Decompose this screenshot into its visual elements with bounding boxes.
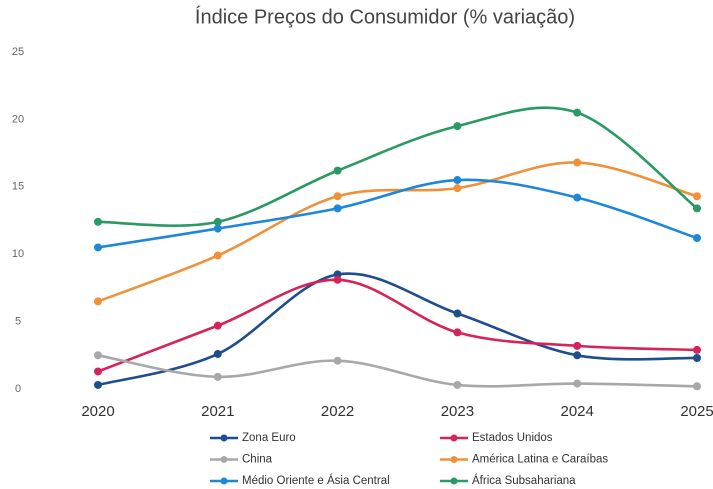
data-point [453,328,462,337]
legend-marker [220,477,228,485]
x-tick-label: 2023 [441,403,474,420]
legend-marker [450,434,458,442]
data-point [573,108,582,117]
series-line [97,272,698,387]
x-tick-label: 2024 [561,403,594,420]
legend-label: China [242,454,273,466]
data-point [453,184,462,193]
data-point [333,204,342,213]
data-point [94,351,102,360]
series-line [97,161,698,303]
chart-title: Índice Preços do Consumidor (% variação) [195,5,575,28]
y-tick-label: 5 [15,316,21,328]
data-point [213,217,222,226]
x-tick-label: 2021 [201,403,234,420]
y-tick-label: 15 [12,181,24,193]
x-tick-label: 2022 [321,403,354,420]
data-point [693,234,701,243]
legend-label: Médio Oriente e Ásia Central [242,474,390,487]
legend-marker [450,456,458,463]
series-line [97,106,698,227]
y-tick-label: 0 [15,383,21,395]
data-point [453,122,462,131]
data-point [453,309,462,318]
data-point [213,349,222,358]
legend-label: Zona Euro [242,432,296,444]
data-point [213,372,222,381]
data-point [453,176,462,185]
series-line [97,354,698,388]
data-point [333,275,342,284]
data-point [573,341,582,350]
data-point [333,166,342,175]
legend-label: América Latina e Caraíbas [472,454,608,466]
legend-label: África Subsahariana [472,474,576,487]
data-point [693,192,701,201]
y-tick-label: 25 [12,46,24,58]
series-line [97,278,698,373]
x-tick-label: 2025 [680,403,713,420]
data-point [573,351,582,360]
data-point [693,204,701,213]
data-point [94,217,102,226]
data-point [693,353,701,362]
data-point [213,251,222,260]
data-point [213,224,222,233]
legend-marker [450,477,458,485]
data-point [213,321,222,330]
data-point [573,193,582,202]
data-point [453,380,462,389]
y-tick-label: 20 [12,113,24,125]
legend-marker [220,456,228,463]
data-point [693,345,701,354]
data-point [573,158,582,167]
data-point [573,379,582,388]
y-tick-label: 10 [12,248,24,260]
data-point [693,382,701,391]
data-point [94,243,102,252]
data-point [333,356,342,365]
x-tick-label: 2020 [81,403,114,420]
series-line [97,178,698,249]
data-point [333,192,342,201]
data-point [94,367,102,376]
data-point [94,297,102,306]
legend-marker [220,434,228,442]
legend-label: Estados Unidos [472,432,553,444]
data-point [94,380,102,389]
